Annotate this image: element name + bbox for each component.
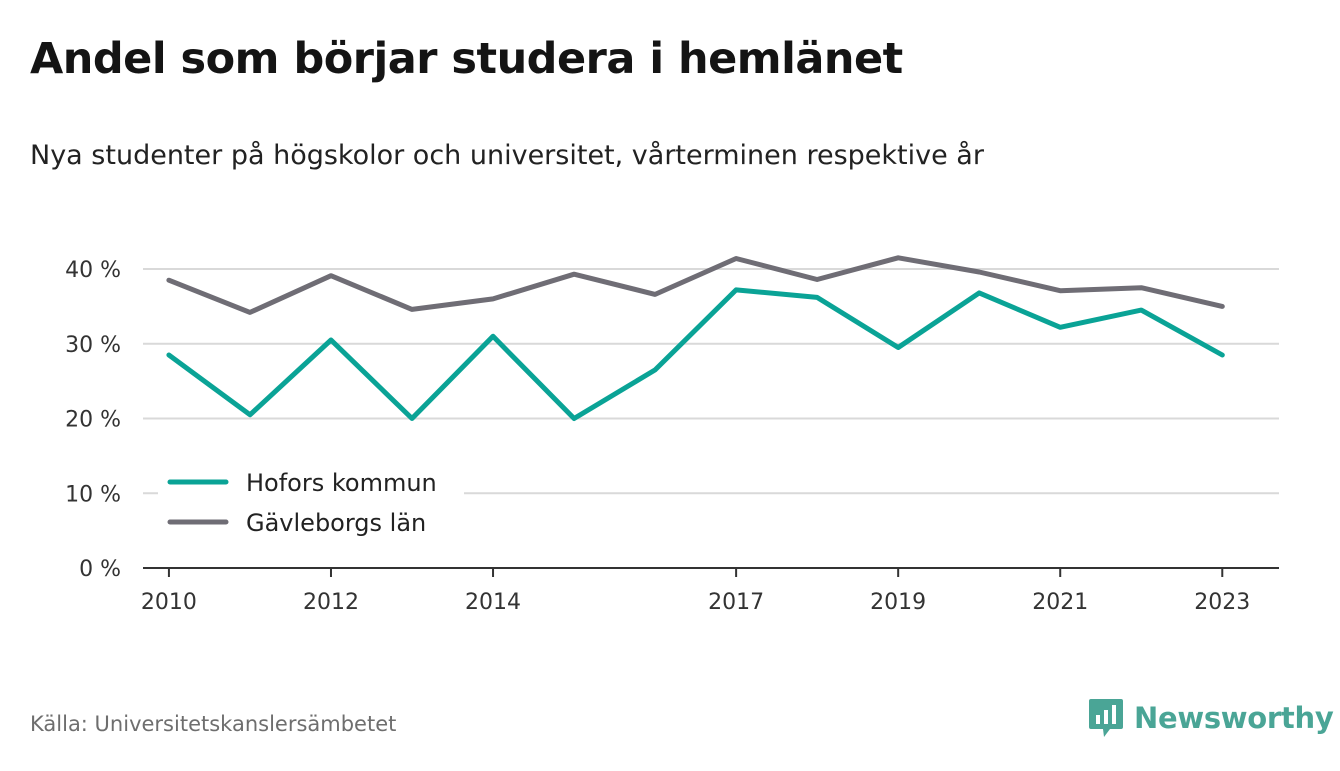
x-tick-label: 2014 xyxy=(465,590,521,615)
source-note: Källa: Universitetskanslersämbetet xyxy=(30,712,397,736)
chart-title: Andel som börjar studera i hemlänet xyxy=(30,34,903,84)
x-axis-ticks: 2010 2012 2014 2017 2019 2021 2023 xyxy=(141,568,1250,615)
series-line-gavleborg xyxy=(166,255,1225,315)
line-chart: 0 % 10 % 20 % 30 % 40 % 2010 2012 2014 2017 2019… xyxy=(65,255,1279,615)
x-tick-label: 2021 xyxy=(1032,590,1088,615)
y-tick-label: 40 % xyxy=(65,258,121,283)
series-lines xyxy=(166,255,1225,421)
y-tick-label: 10 % xyxy=(65,482,121,507)
chart-subtitle: Nya studenter på högskolor och universit… xyxy=(30,140,984,171)
brand-name: Newsworthy xyxy=(1134,701,1334,735)
x-tick-label: 2012 xyxy=(303,590,359,615)
series-line-hofors xyxy=(166,287,1225,421)
x-tick-label: 2010 xyxy=(141,590,197,615)
newsworthy-logo: Newsworthy xyxy=(1088,697,1334,739)
legend-background xyxy=(158,462,464,550)
legend-label-hofors: Hofors kommun xyxy=(246,469,437,497)
y-tick-label: 20 % xyxy=(65,408,121,433)
x-tick-label: 2019 xyxy=(870,590,926,615)
x-tick-label: 2023 xyxy=(1194,590,1250,615)
newsworthy-logo-icon xyxy=(1089,699,1123,737)
legend-label-gavleborg: Gävleborgs län xyxy=(246,509,426,537)
y-tick-label: 0 % xyxy=(79,557,121,582)
y-axis-ticks: 0 % 10 % 20 % 30 % 40 % xyxy=(65,258,121,582)
legend: Hofors kommun Gävleborgs län xyxy=(158,462,464,550)
x-tick-label: 2017 xyxy=(708,590,764,615)
y-tick-label: 30 % xyxy=(65,333,121,358)
